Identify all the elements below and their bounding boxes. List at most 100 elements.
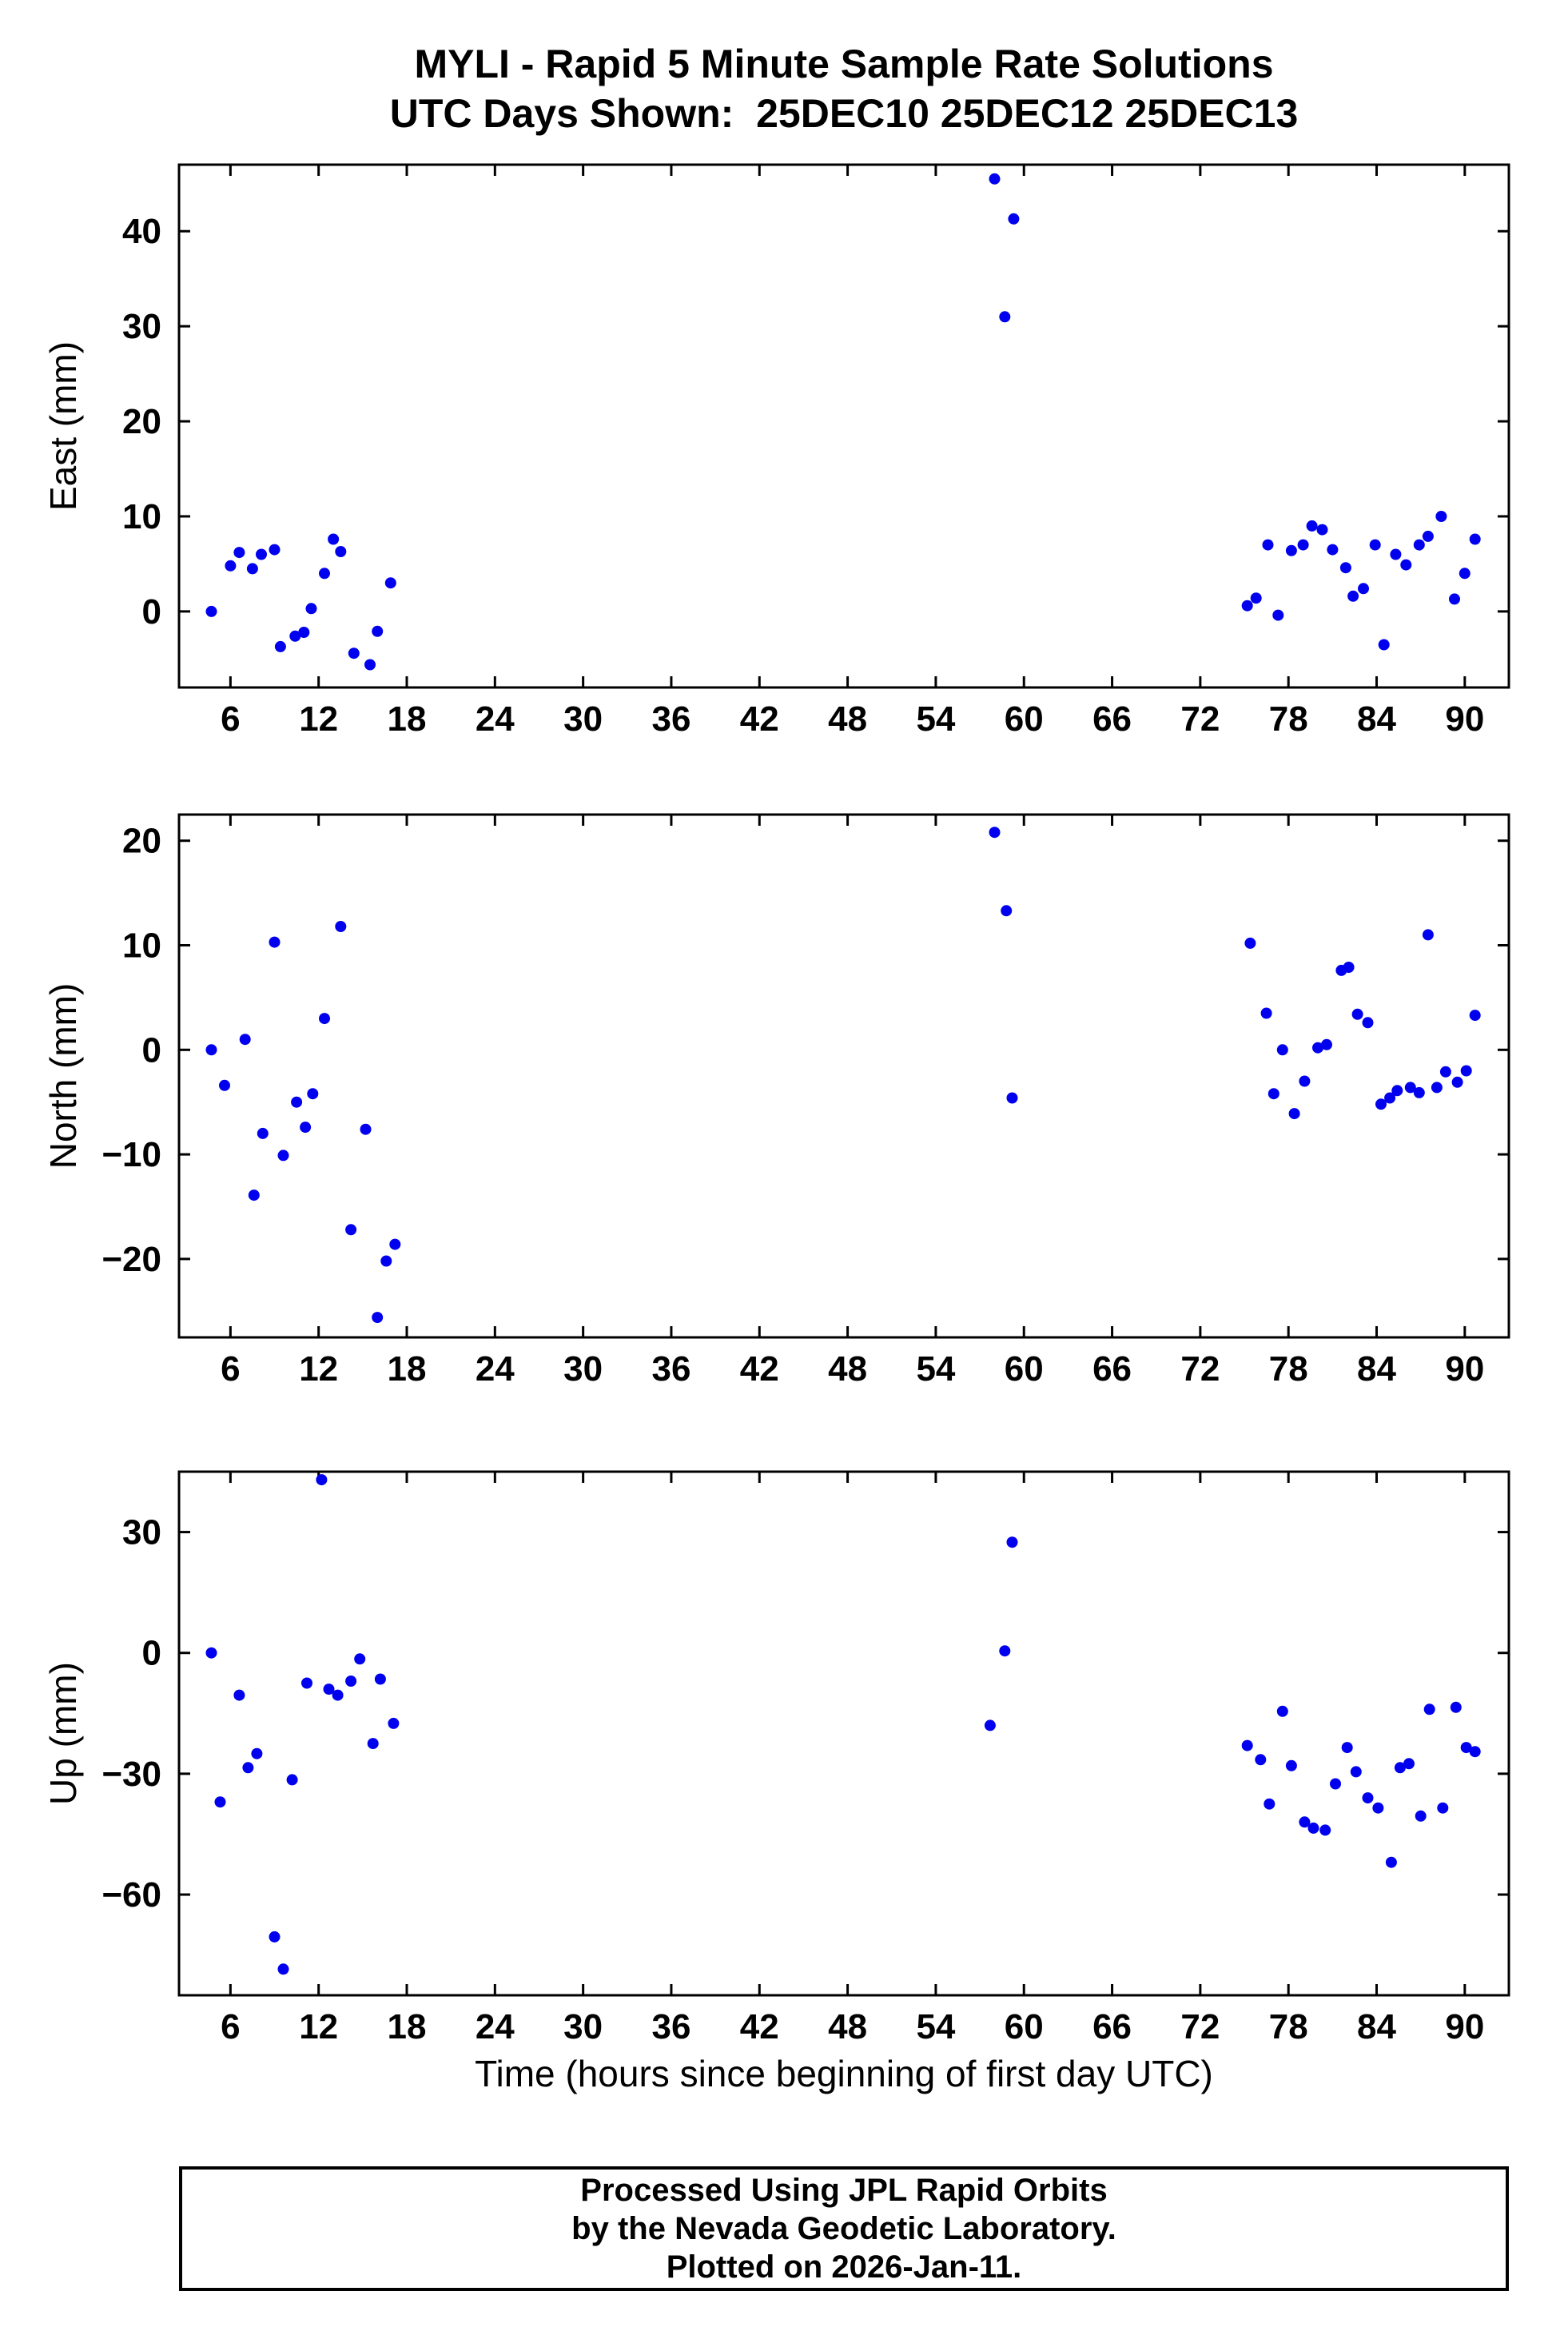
data-point: [345, 1224, 357, 1236]
x-tick-label: 60: [1005, 2007, 1044, 2046]
data-point: [1413, 539, 1425, 551]
x-tick-label: 36: [651, 699, 690, 739]
data-point: [1460, 1065, 1472, 1077]
data-point: [1451, 1076, 1463, 1088]
data-point: [1469, 1010, 1481, 1022]
data-point: [205, 605, 217, 617]
data-point: [1297, 539, 1309, 551]
panel-east: 6 12 18 24 30 36 42 48 54 60 66 72 78 84 90 0 10 20 30 40 Ea…: [42, 163, 1510, 739]
y-tick-label: 0: [142, 1634, 161, 1673]
y-tick-label: 0: [142, 592, 161, 632]
data-point: [1415, 1810, 1427, 1822]
data-point: [205, 1044, 217, 1056]
data-point: [354, 1653, 366, 1665]
x-tick-label: 30: [563, 1349, 603, 1389]
y-tick-label: −20: [101, 1240, 161, 1279]
data-point: [999, 1645, 1011, 1657]
data-point: [1347, 590, 1359, 602]
footer-line-3: Plotted on 2026-Jan-11.: [666, 2249, 1022, 2285]
data-point: [1341, 1742, 1353, 1754]
data-point: [989, 827, 1001, 839]
data-point: [1384, 1092, 1396, 1104]
x-tick-label: 30: [563, 2007, 603, 2046]
data-point: [1372, 1802, 1384, 1814]
data-point: [1390, 548, 1402, 560]
data-point: [1339, 562, 1351, 574]
data-point: [984, 1719, 996, 1731]
data-point: [1394, 1762, 1406, 1774]
x-tick-label: 66: [1092, 1349, 1132, 1389]
x-tick-label: 12: [299, 2007, 338, 2046]
data-point: [1006, 1536, 1018, 1548]
data-point: [233, 547, 245, 559]
data-point: [219, 1079, 230, 1091]
data-point: [298, 627, 310, 638]
data-point: [286, 1774, 298, 1786]
data-point: [1288, 1108, 1300, 1120]
x-tick-label: 24: [476, 699, 515, 739]
data-point: [364, 659, 376, 671]
data-point: [1351, 1008, 1363, 1020]
x-tick-label: 18: [388, 2007, 427, 2046]
data-point: [1241, 600, 1253, 612]
data-point: [360, 1123, 372, 1135]
data-point: [1422, 530, 1434, 542]
data-point: [348, 648, 360, 659]
data-point: [999, 311, 1011, 323]
data-point: [1450, 1701, 1462, 1713]
data-point: [1362, 1792, 1374, 1804]
x-tick-label: 48: [828, 699, 867, 739]
data-point: [1264, 1798, 1275, 1810]
data-point: [1439, 1066, 1451, 1078]
data-point: [307, 1088, 319, 1100]
y-tick-label: 20: [122, 822, 161, 861]
data-point: [277, 1150, 289, 1162]
data-point: [335, 921, 347, 932]
data-point: [239, 1034, 251, 1046]
figure-title: MYLI - Rapid 5 Minute Sample Rate Soluti…: [414, 42, 1274, 86]
data-point: [345, 1676, 357, 1687]
plot-frame: [177, 163, 1510, 689]
data-point: [1431, 1082, 1443, 1094]
data-point: [1306, 520, 1318, 532]
data-point: [256, 548, 267, 560]
x-tick-label: 6: [221, 699, 240, 739]
data-point: [269, 544, 281, 556]
x-tick-label: 6: [221, 1349, 240, 1389]
data-point: [1319, 1824, 1331, 1836]
x-tick-label: 30: [563, 699, 603, 739]
data-point: [291, 1096, 303, 1108]
data-point: [305, 603, 317, 615]
x-tick-label: 24: [476, 2007, 515, 2046]
data-point: [1327, 544, 1339, 556]
x-tick-label: 12: [299, 1349, 338, 1389]
x-axis-title: Time (hours since beginning of first day…: [475, 2053, 1213, 2094]
x-tick-label: 18: [388, 699, 427, 739]
x-tick-label: 84: [1357, 1349, 1396, 1389]
data-point: [319, 1013, 330, 1025]
x-tick-label: 72: [1180, 2007, 1220, 2046]
data-point: [1403, 1758, 1415, 1770]
data-point: [277, 1963, 289, 1975]
x-tick-label: 24: [476, 1349, 515, 1389]
x-tick-label: 42: [740, 699, 779, 739]
data-point: [1413, 1086, 1425, 1098]
y-tick-label: −60: [101, 1875, 161, 1915]
y-axis-label: Up (mm): [42, 1662, 84, 1805]
data-point: [248, 1189, 260, 1201]
data-point: [1299, 1816, 1311, 1828]
data-point: [374, 1673, 386, 1685]
data-point: [300, 1122, 312, 1134]
data-point: [380, 1255, 392, 1267]
y-tick-label: 30: [122, 1513, 161, 1552]
data-point: [246, 563, 258, 575]
data-point: [251, 1747, 263, 1759]
y-tick-label: 0: [142, 1030, 161, 1070]
data-point: [1422, 929, 1434, 941]
data-point: [1285, 1759, 1297, 1771]
data-point: [1260, 1007, 1272, 1019]
footer-box: Processed Using JPL Rapid Orbits by the …: [179, 2166, 1509, 2291]
y-tick-label: −10: [101, 1135, 161, 1174]
data-point: [1423, 1703, 1435, 1715]
